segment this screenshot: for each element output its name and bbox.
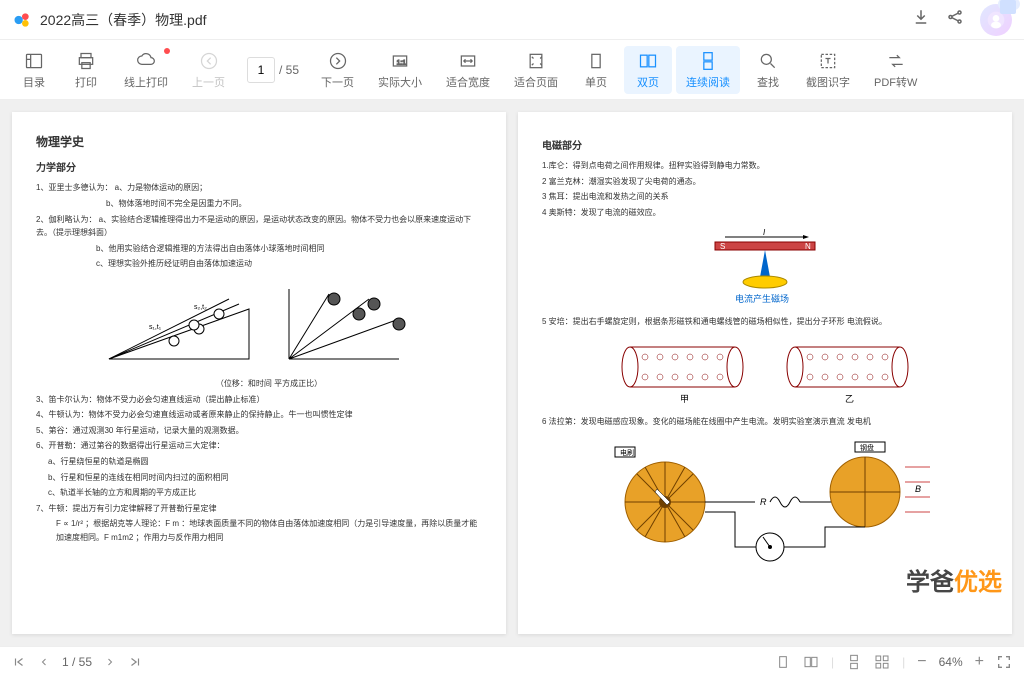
svg-text:钢盘: 钢盘: [860, 443, 874, 452]
page-total: / 55: [279, 63, 299, 77]
svg-text:B: B: [915, 484, 921, 494]
page-input-group: / 55: [247, 57, 299, 83]
share-icon[interactable]: [946, 8, 964, 31]
body-text: c、理想实验外推历经证明自由落体加速运动: [36, 257, 482, 271]
zoom-level: 64%: [939, 655, 963, 669]
actual-size-button[interactable]: 1:1 实际大小: [368, 46, 432, 94]
toc-button[interactable]: 目录: [10, 46, 58, 94]
svg-text:电刷: 电刷: [620, 448, 634, 457]
hi-badge: Hi ›: [998, 0, 1020, 10]
cloud-print-icon: [135, 50, 157, 72]
body-text: 4、牛顿认为：物体不受力必会匀速直线运动或者原来静止的保持静止。牛一也叫惯性定律: [36, 408, 482, 422]
view-grid-icon[interactable]: [874, 654, 890, 670]
find-button[interactable]: 查找: [744, 46, 792, 94]
body-text: F ∝ 1/r² ；根据胡克等人理论：F m ：地球表面质量不同的物体自由落体加…: [36, 517, 482, 544]
double-page-button[interactable]: 双页: [624, 46, 672, 94]
body-text: b、行星和恒星的连线在相同时间内扫过的面积相同: [36, 471, 482, 485]
double-icon: [637, 50, 659, 72]
view-continuous-icon[interactable]: [846, 654, 862, 670]
section-heading: 电磁部分: [542, 138, 988, 155]
prev-button[interactable]: [38, 656, 50, 668]
svg-text:I: I: [763, 228, 766, 237]
body-text: 4 奥斯特：发现了电流的磁效应。: [542, 206, 988, 220]
print-icon: [75, 50, 97, 72]
body-text: 2 富兰克林：潮湿实验发现了尖电荷的通态。: [542, 175, 988, 189]
titlebar: 2022高三（春季）物理.pdf Hi ›: [0, 0, 1024, 40]
continuous-icon: [697, 50, 719, 72]
filename: 2022高三（春季）物理.pdf: [40, 10, 912, 30]
body-text: 1.库仑：得到点电荷之间作用规律。扭秤实验得到静电力常数。: [542, 159, 988, 173]
svg-text:1:1: 1:1: [397, 59, 407, 66]
view-double-icon[interactable]: [803, 654, 819, 670]
first-page-button[interactable]: [12, 655, 26, 669]
svg-text:R: R: [760, 497, 767, 507]
single-page-button[interactable]: 单页: [572, 46, 620, 94]
toc-icon: [23, 50, 45, 72]
svg-text:S: S: [720, 242, 725, 251]
single-icon: [585, 50, 607, 72]
continuous-button[interactable]: 连续阅读: [676, 46, 740, 94]
last-page-button[interactable]: [128, 655, 142, 669]
watermark: 学爸优选: [906, 563, 1002, 604]
app-logo: [12, 10, 32, 30]
toolbar: 目录 打印 线上打印 上一页 / 55 下一页 1:1 实际大小 适合宽度 适合…: [0, 40, 1024, 100]
content-area: 物理学史 力学部分 1、亚里士多德认为： a、力是物体运动的原因； b、物体落地…: [0, 100, 1024, 646]
fit-page-icon: [525, 50, 547, 72]
actual-icon: 1:1: [389, 50, 411, 72]
body-text: 5、第谷：通过观测30 年行星运动，记录大量的观测数据。: [36, 424, 482, 438]
body-text: 6 法拉第：发现电磁感应现象。变化的磁场能在线圈中产生电流。发明实验室演示直流 …: [542, 415, 988, 429]
print-button[interactable]: 打印: [62, 46, 110, 94]
body-text: a、行星绕恒星的轨道是椭圆: [36, 455, 482, 469]
zoom-out-button[interactable]: −: [917, 653, 926, 671]
user-avatar[interactable]: Hi ›: [980, 4, 1012, 36]
svg-text:s₁,t₁: s₁,t₁: [149, 324, 162, 331]
body-text: c、轨道半长轴的立方和周期的平方成正比: [36, 486, 482, 500]
svg-text:s₂,t₂: s₂,t₂: [194, 304, 207, 311]
physics-diagram-solenoid: 甲 乙: [542, 337, 988, 407]
next-icon: [327, 50, 349, 72]
download-icon[interactable]: [912, 8, 930, 31]
physics-diagram-oersted: S N I 电流产生磁场: [542, 227, 988, 307]
fit-width-icon: [457, 50, 479, 72]
page-title: 物理学史: [36, 132, 482, 152]
page-left: 物理学史 力学部分 1、亚里士多德认为： a、力是物体运动的原因； b、物体落地…: [12, 112, 506, 634]
svg-text:N: N: [805, 242, 811, 251]
online-print-button[interactable]: 线上打印: [114, 46, 178, 94]
body-text: 5 安培：提出右手螺旋定则，根据条形磁铁和通电螺线管的磁场相似性，提出分子环形 …: [542, 315, 988, 329]
page-info: 1 / 55: [62, 655, 92, 669]
section-heading: 力学部分: [36, 160, 482, 177]
zoom-in-button[interactable]: +: [975, 653, 984, 671]
prev-icon: [198, 50, 220, 72]
fit-page-button[interactable]: 适合页面: [504, 46, 568, 94]
body-text: b、物体落地时间不完全是因重力不同。: [36, 197, 482, 211]
next-page-button[interactable]: 下一页: [311, 46, 364, 94]
body-text: 6、开普勒：通过第谷的数据得出行星运动三大定律：: [36, 439, 482, 453]
body-text: 3 焦耳：提出电流和发热之间的关系: [542, 190, 988, 204]
search-icon: [757, 50, 779, 72]
body-text: 2、伽利略认为： a、实验结合逻辑推理得出力不是运动的原因，是运动状态改变的原因…: [36, 213, 482, 240]
prev-page-button[interactable]: 上一页: [182, 46, 235, 94]
svg-text:乙: 乙: [845, 394, 854, 404]
ocr-icon: [817, 50, 839, 72]
physics-diagram-incline: s₁,t₁ s₂,t₂: [36, 279, 482, 369]
body-text: 1、亚里士多德认为： a、力是物体运动的原因；: [36, 181, 482, 195]
caption: （位移：和时间 平方成正比）: [36, 377, 482, 391]
ocr-button[interactable]: 截图识字: [796, 46, 860, 94]
fit-width-button[interactable]: 适合宽度: [436, 46, 500, 94]
page-right: 电磁部分 1.库仑：得到点电荷之间作用规律。扭秤实验得到静电力常数。 2 富兰克…: [518, 112, 1012, 634]
view-single-icon[interactable]: [775, 654, 791, 670]
convert-button[interactable]: PDF转W: [864, 46, 927, 94]
caption: 电流产生磁场: [735, 293, 789, 304]
fullscreen-button[interactable]: [996, 654, 1012, 670]
next-button[interactable]: [104, 656, 116, 668]
convert-icon: [885, 50, 907, 72]
body-text: b、他用实验结合逻辑推理的方法得出自由落体小球落地时间相同: [36, 242, 482, 256]
svg-text:甲: 甲: [680, 394, 689, 404]
physics-diagram-generator: 电刷 R 钢盘 B: [542, 437, 988, 567]
statusbar: 1 / 55 | | − 64% +: [0, 646, 1024, 676]
body-text: 3、笛卡尔认为：物体不受力必会匀速直线运动（提出静止标准）: [36, 393, 482, 407]
page-number-input[interactable]: [247, 57, 275, 83]
body-text: 7、牛顿：提出万有引力定律解释了开普勒行星定律: [36, 502, 482, 516]
